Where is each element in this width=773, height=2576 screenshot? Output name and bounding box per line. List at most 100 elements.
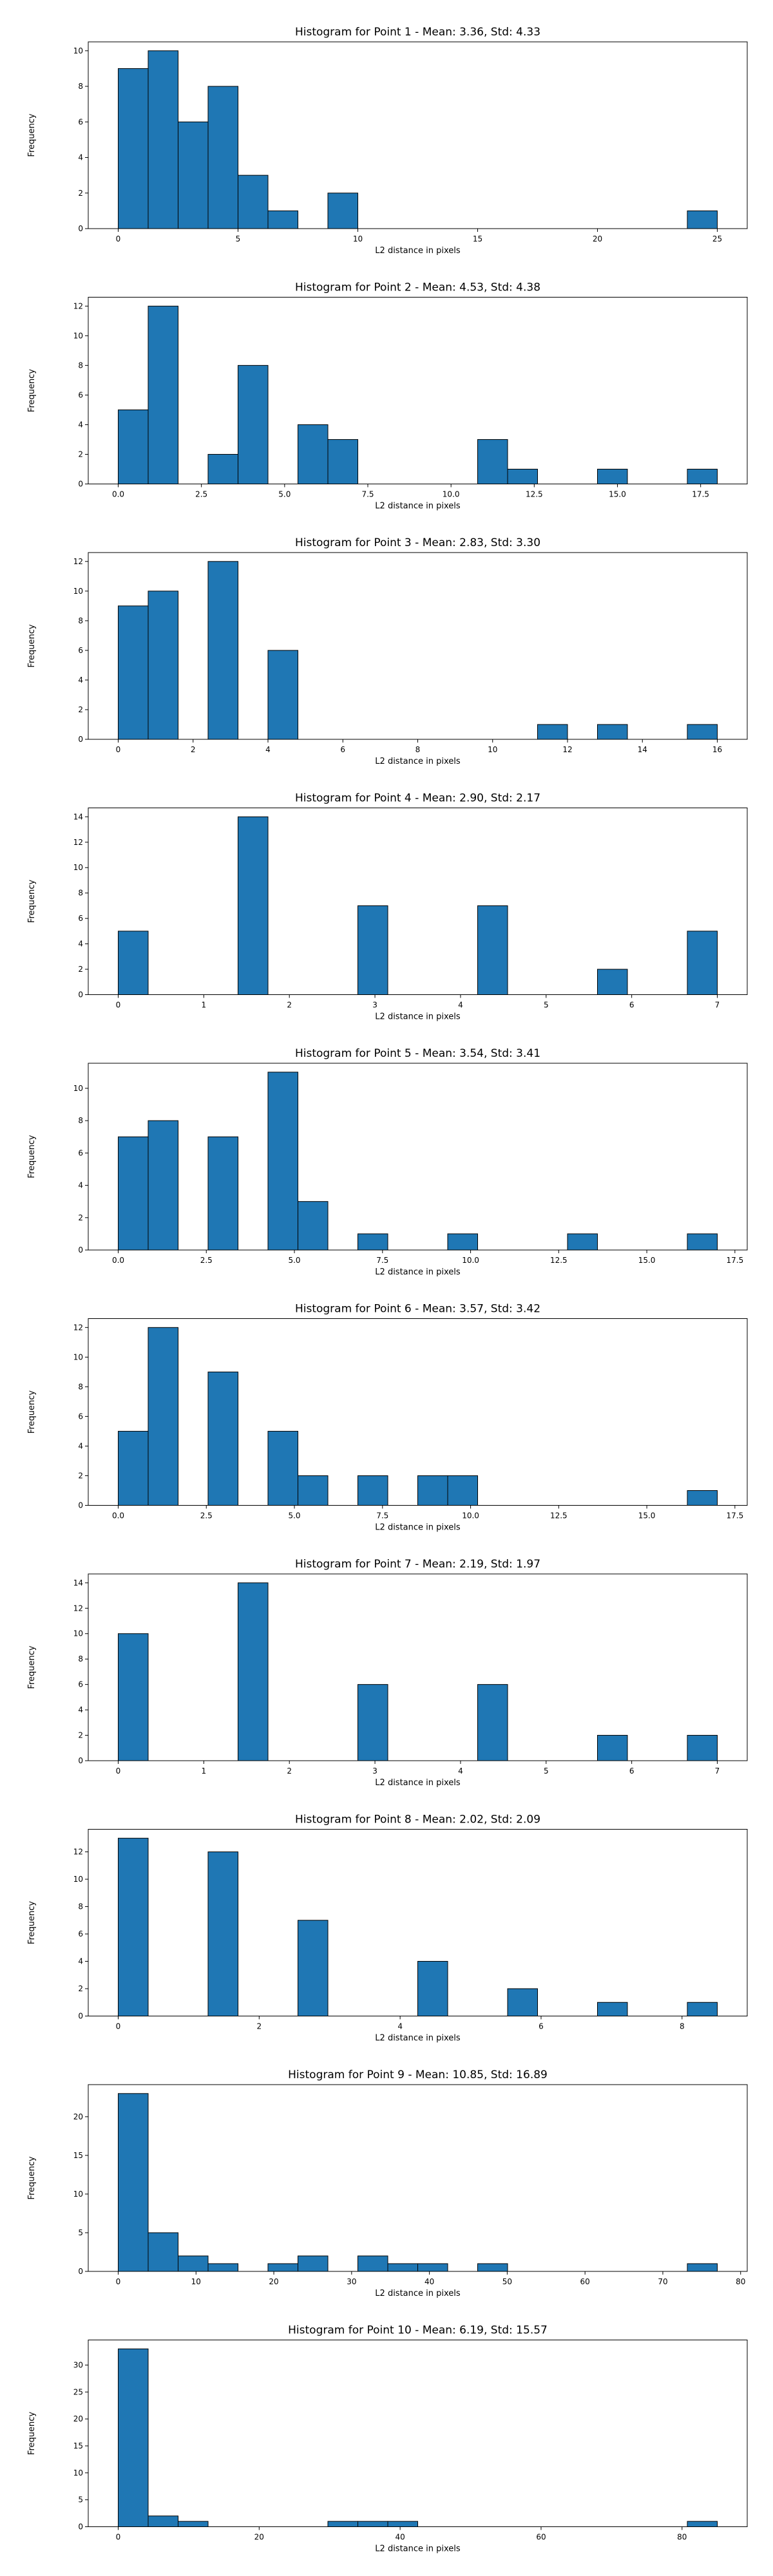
- y-tick-label: 10: [73, 863, 83, 872]
- histogram-bar: [687, 931, 718, 996]
- y-tick-label: 8: [78, 1116, 83, 1125]
- y-tick-label: 8: [78, 1902, 83, 1911]
- x-tick-label: 0: [116, 2533, 121, 2542]
- histogram-bar: [178, 121, 209, 229]
- histogram-bar: [597, 969, 628, 995]
- x-tick-label: 20: [254, 2533, 264, 2542]
- y-tick-label: 4: [78, 1441, 83, 1450]
- y-tick-label: 10: [73, 1629, 83, 1638]
- x-tick-label: 17.5: [726, 1511, 743, 1520]
- histogram-panel-1: Histogram for Point 1 - Mean: 3.36, Std:…: [27, 26, 748, 256]
- x-axis-label: L2 distance in pixels: [375, 1012, 461, 1022]
- x-tick-label: 0: [116, 1766, 121, 1776]
- histogram-panel-7: Histogram for Point 7 - Mean: 2.19, Std:…: [27, 1558, 748, 1788]
- y-tick-label: 12: [73, 557, 83, 566]
- plot-frame: [88, 1318, 748, 1506]
- histogram-bar: [118, 1136, 149, 1251]
- chart-title: Histogram for Point 1 - Mean: 3.36, Std:…: [295, 26, 540, 39]
- histogram-bar: [417, 2263, 448, 2272]
- x-tick-label: 6: [629, 1766, 635, 1776]
- histogram-bar: [238, 816, 269, 996]
- x-axis-label: L2 distance in pixels: [375, 2289, 461, 2298]
- x-tick-label: 12.5: [550, 1511, 568, 1520]
- y-tick-label: 6: [78, 1148, 83, 1157]
- y-axis-label: Frequency: [27, 624, 37, 667]
- histogram-bar: [238, 365, 269, 484]
- x-tick-label: 8: [680, 2022, 685, 2031]
- y-tick-label: 6: [78, 390, 83, 399]
- histogram-bar: [238, 1582, 269, 1761]
- x-tick-label: 6: [629, 1001, 635, 1010]
- x-tick-label: 4: [458, 1766, 463, 1776]
- x-tick-label: 4: [397, 2022, 403, 2031]
- chart-title: Histogram for Point 6 - Mean: 3.57, Std:…: [295, 1303, 540, 1316]
- y-tick-label: 10: [73, 2468, 83, 2477]
- plot-frame: [88, 1573, 748, 1761]
- y-tick-label: 12: [73, 1848, 83, 1857]
- x-tick-label: 0: [116, 2022, 121, 2031]
- x-tick-label: 30: [347, 2277, 356, 2286]
- y-tick-label: 2: [78, 189, 83, 198]
- histogram-bar: [358, 1684, 388, 1761]
- chart-title: Histogram for Point 2 - Mean: 4.53, Std:…: [295, 281, 540, 294]
- histogram-bar: [358, 1233, 388, 1251]
- histogram-bar: [148, 2232, 178, 2272]
- y-tick-label: 10: [73, 46, 83, 55]
- histogram-bar: [148, 591, 178, 740]
- x-tick-label: 3: [372, 1766, 377, 1776]
- y-tick-label: 4: [78, 420, 83, 429]
- x-axis-label: L2 distance in pixels: [375, 1267, 461, 1277]
- x-tick-label: 17.5: [726, 1256, 743, 1265]
- plot-frame: [88, 808, 748, 995]
- x-tick-label: 7: [715, 1766, 720, 1776]
- x-tick-label: 0.0: [112, 1511, 124, 1520]
- y-tick-label: 14: [73, 812, 83, 821]
- x-tick-label: 4: [458, 1001, 463, 1010]
- y-tick-label: 4: [78, 1957, 83, 1966]
- x-tick-label: 1: [202, 1766, 207, 1776]
- y-tick-label: 30: [73, 2360, 83, 2369]
- x-tick-label: 0: [116, 745, 121, 754]
- histogram-bar: [148, 1120, 178, 1251]
- x-tick-label: 6: [340, 745, 345, 754]
- histogram-bar: [687, 1233, 718, 1251]
- histogram-bar: [118, 68, 149, 229]
- y-tick-label: 8: [78, 1382, 83, 1391]
- x-tick-label: 50: [502, 2277, 512, 2286]
- x-tick-label: 5: [236, 234, 241, 243]
- plot-frame: [88, 2084, 748, 2272]
- histogram-bar: [477, 1684, 508, 1761]
- x-tick-label: 20: [269, 2277, 278, 2286]
- histogram-bar: [687, 2521, 718, 2528]
- y-tick-label: 0: [78, 1756, 83, 1765]
- y-tick-label: 0: [78, 2012, 83, 2021]
- histogram-bar: [118, 409, 149, 485]
- y-tick-label: 6: [78, 1929, 83, 1938]
- histogram-panel-4: Histogram for Point 4 - Mean: 2.90, Std:…: [27, 792, 748, 1022]
- histogram-bar: [417, 1475, 448, 1506]
- histogram-bar: [327, 193, 358, 229]
- x-tick-label: 25: [712, 234, 722, 243]
- histogram-bar: [118, 2348, 149, 2528]
- histogram-panel-9: Histogram for Point 9 - Mean: 10.85, Std…: [27, 2069, 748, 2298]
- y-axis-label: Frequency: [27, 2412, 37, 2455]
- x-tick-label: 0.0: [112, 490, 124, 499]
- x-tick-label: 3: [372, 1001, 377, 1010]
- histogram-bar: [687, 1735, 718, 1761]
- histogram-bar: [687, 2002, 718, 2017]
- histogram-bar: [148, 1327, 178, 1506]
- x-tick-label: 1: [202, 1001, 207, 1010]
- y-tick-label: 14: [73, 1578, 83, 1587]
- y-tick-label: 0: [78, 2267, 83, 2276]
- plot-frame: [88, 2340, 748, 2527]
- x-tick-label: 2.5: [195, 490, 207, 499]
- plot-frame: [88, 552, 748, 740]
- x-axis-label: L2 distance in pixels: [375, 502, 461, 511]
- y-tick-label: 2: [78, 1731, 83, 1740]
- y-tick-label: 6: [78, 914, 83, 923]
- y-tick-label: 2: [78, 1471, 83, 1480]
- y-tick-label: 8: [78, 361, 83, 370]
- histogram-bar: [178, 2521, 209, 2528]
- x-tick-label: 4: [265, 745, 271, 754]
